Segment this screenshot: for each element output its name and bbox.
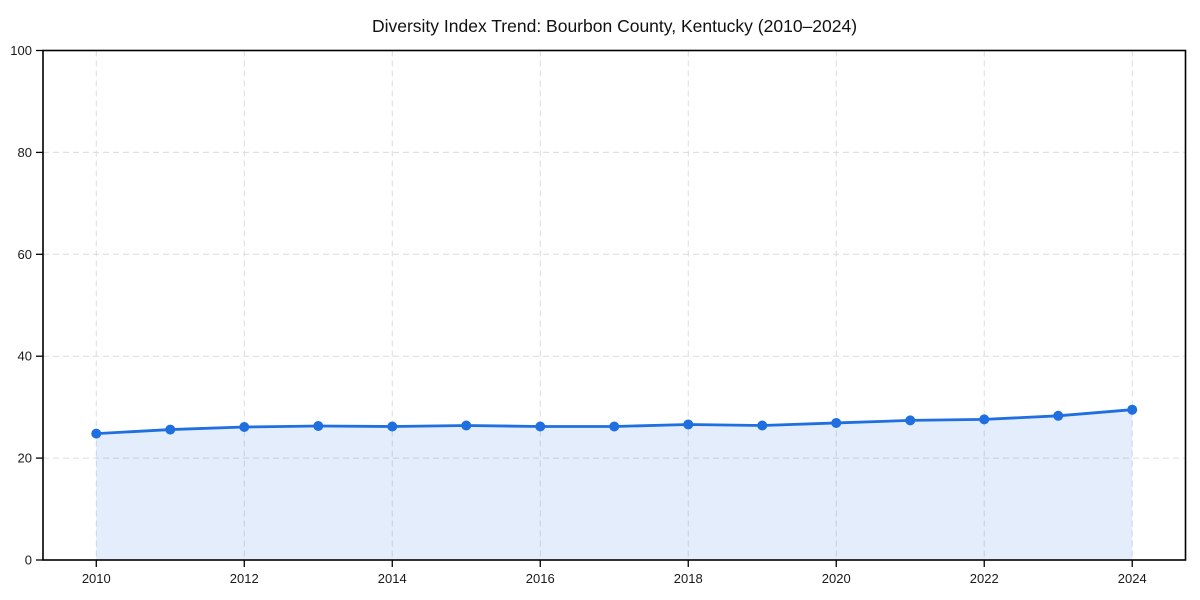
y-tick-label: 80 — [18, 145, 32, 160]
chart-title: Diversity Index Trend: Bourbon County, K… — [372, 16, 857, 36]
x-tick-label: 2012 — [230, 571, 259, 586]
x-tick-label: 2024 — [1118, 571, 1147, 586]
data-point-2011 — [165, 424, 176, 435]
data-point-2015 — [461, 420, 472, 431]
plot-border — [42, 49, 1187, 561]
data-point-2014 — [387, 421, 398, 432]
data-point-2024 — [1127, 404, 1138, 415]
data-point-2017 — [609, 421, 620, 432]
data-point-2023 — [1053, 410, 1064, 421]
series-area-fill — [96, 409, 1133, 560]
series-layer — [91, 404, 1138, 560]
data-point-2021 — [905, 415, 916, 426]
y-tick-label: 100 — [10, 43, 32, 58]
data-point-2012 — [239, 422, 250, 433]
x-tick-label: 2018 — [674, 571, 703, 586]
axes-layer — [42, 49, 1187, 561]
x-tick-label: 2014 — [378, 571, 407, 586]
data-point-2016 — [535, 421, 546, 432]
data-point-2022 — [979, 414, 990, 425]
ticks-layer: 0 20 40 60 80 100 2010 2012 2014 2016 2018 2020 2022… — [10, 43, 1146, 586]
x-tick-label: 2020 — [822, 571, 851, 586]
y-tick-label: 0 — [25, 553, 32, 568]
x-tick-label: 2010 — [82, 571, 111, 586]
x-tick-label: 2022 — [970, 571, 999, 586]
y-tick-label: 20 — [18, 451, 32, 466]
data-point-2019 — [757, 420, 768, 431]
y-tick-label: 60 — [18, 247, 32, 262]
y-tick-label: 40 — [18, 349, 32, 364]
x-tick-label: 2016 — [526, 571, 555, 586]
data-point-2018 — [683, 419, 694, 430]
data-point-2010 — [91, 428, 102, 439]
data-point-2020 — [831, 417, 842, 428]
data-point-2013 — [313, 421, 324, 432]
